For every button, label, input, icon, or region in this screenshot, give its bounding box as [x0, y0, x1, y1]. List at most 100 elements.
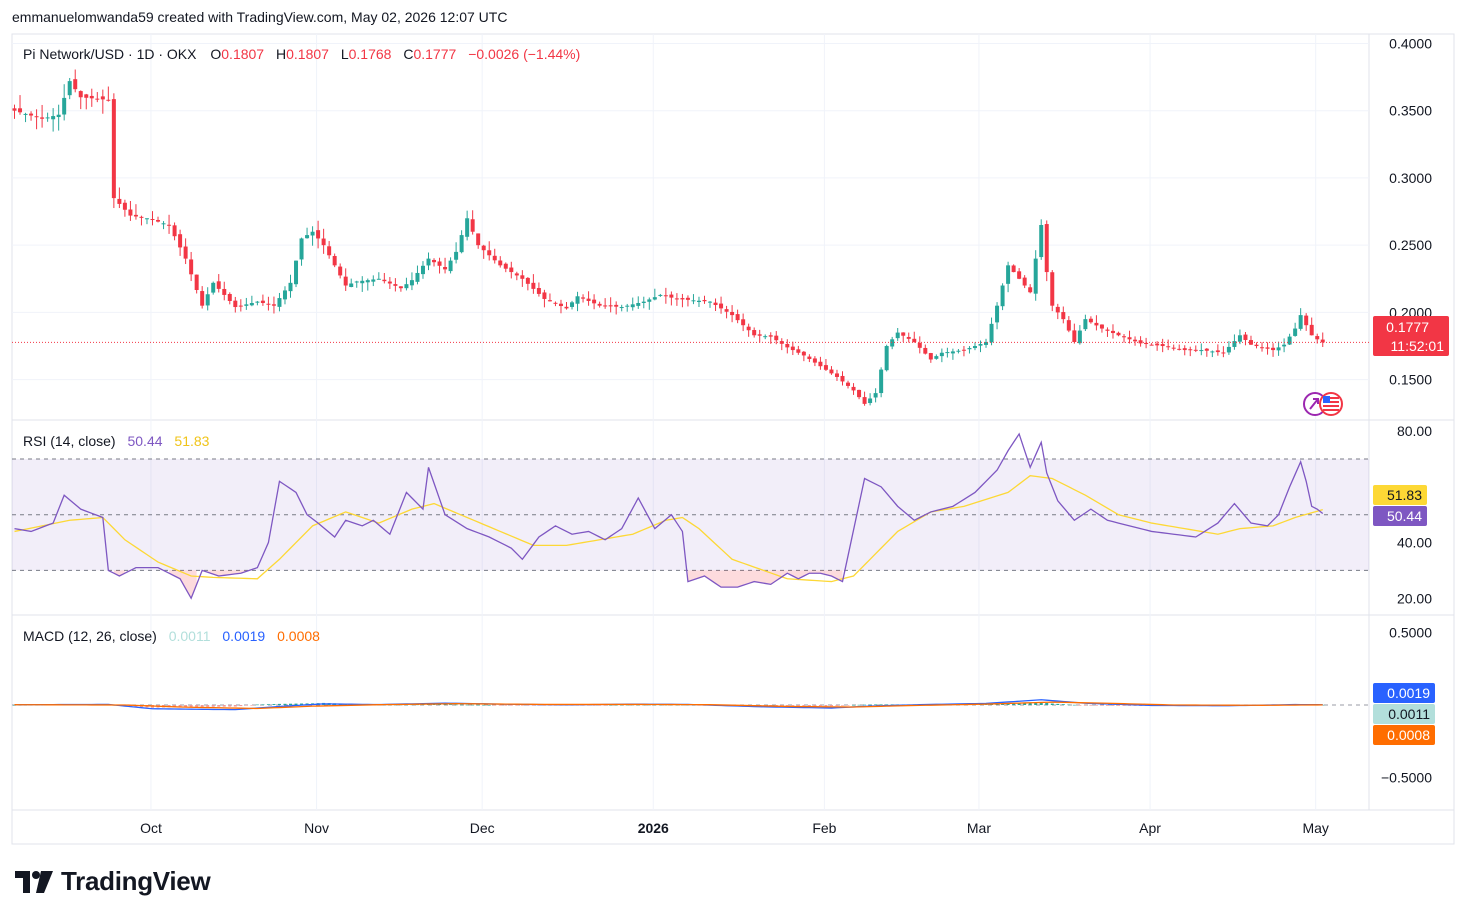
candle-body: [216, 281, 221, 289]
candle-body: [531, 282, 536, 289]
macd-histogram-bar: [471, 704, 475, 706]
candle-body: [1182, 348, 1187, 351]
candle-body: [470, 219, 475, 232]
candle-body: [1320, 339, 1325, 343]
macd-histogram-bar: [1034, 702, 1038, 705]
candle-body: [647, 299, 652, 302]
candle-body: [961, 349, 966, 351]
macd-histogram-bar: [493, 705, 497, 706]
event-icons[interactable]: [1303, 392, 1343, 416]
price-axis[interactable]: 0.40000.35000.30000.25000.20000.150080.0…: [1381, 35, 1432, 785]
candle-body: [365, 280, 370, 283]
candle-body: [680, 298, 685, 300]
candle-body: [1193, 349, 1198, 351]
symbol-legend[interactable]: Pi Network/USD · 1D · OKX O0.1807 H0.180…: [23, 46, 580, 62]
candle-body: [1077, 330, 1082, 344]
candle-body: [78, 91, 83, 98]
candle-body: [89, 95, 94, 99]
tradingview-wordmark: TradingView: [61, 866, 211, 896]
candle-body: [1083, 319, 1088, 330]
macd-histogram-bar: [1072, 704, 1076, 706]
candle-body: [398, 286, 403, 289]
candle-body: [547, 300, 552, 302]
macd-histogram-bar: [874, 704, 878, 706]
candle-body: [1039, 225, 1044, 258]
price-tick-label: 0.4000: [1389, 35, 1432, 51]
candle-body: [1155, 343, 1160, 346]
candle-body: [702, 299, 707, 302]
candle-body: [227, 294, 232, 301]
rsi-legend[interactable]: RSI (14, close) 50.44 51.83: [23, 433, 210, 449]
price-tick-label: 0.3000: [1389, 170, 1432, 186]
tradingview-brand[interactable]: TradingView: [15, 866, 211, 897]
candle-body: [774, 335, 779, 341]
macd-histogram-bar: [1100, 705, 1104, 706]
candle-body: [321, 238, 326, 246]
candle-body: [509, 267, 514, 273]
candle-body: [249, 303, 254, 306]
candle-body: [266, 303, 271, 305]
macd-histogram-bar: [1001, 703, 1005, 705]
candle-body: [1271, 347, 1276, 351]
macd-histogram-bar: [1117, 705, 1120, 706]
candle-body: [1050, 272, 1055, 306]
candle-body: [327, 246, 332, 256]
candle-body: [67, 81, 72, 96]
macd-legend[interactable]: MACD (12, 26, close) 0.0011 0.0019 0.000…: [23, 628, 320, 644]
macd-histogram-bar: [885, 704, 889, 706]
candle-body: [1171, 347, 1176, 349]
macd-histogram-bar: [846, 705, 850, 706]
price-tick-label: 0.2500: [1389, 237, 1432, 253]
candle-body: [1061, 312, 1066, 320]
candle-body: [271, 304, 276, 306]
candle-body: [415, 272, 420, 282]
candle-body: [851, 386, 856, 391]
macd-histogram-bar: [239, 705, 243, 707]
candle-body: [12, 108, 17, 111]
rsi-tag-value: 50.44: [1387, 508, 1422, 524]
candle-body: [255, 301, 260, 303]
candle-body: [586, 298, 591, 301]
candle-body: [95, 98, 100, 100]
macd-histogram-bar: [603, 705, 607, 706]
time-axis[interactable]: Oct Nov Dec 2026 Feb Mar Apr May: [140, 820, 1329, 836]
candle-body: [29, 113, 34, 116]
candle-body: [426, 258, 431, 266]
candle-body: [1094, 322, 1099, 326]
macd-histogram-bar: [1078, 705, 1082, 706]
time-axis-label: Dec: [470, 820, 495, 836]
macd-tick-label: −0.5000: [1381, 770, 1432, 786]
candle-body: [790, 346, 795, 351]
macd-histogram-bar: [460, 704, 464, 706]
candle-body: [432, 259, 437, 263]
candle-body: [1149, 344, 1154, 346]
macd-histogram-bar: [266, 704, 270, 705]
candle-body: [857, 389, 862, 398]
rsi-tick-label: 40.00: [1397, 535, 1432, 551]
candle-body: [652, 297, 657, 300]
candle-body: [1293, 328, 1298, 336]
indicator-legends: Pi Network/USD · 1D · OKX O0.1807 H0.180…: [23, 46, 580, 644]
candle-body: [200, 291, 205, 306]
macd-histogram-bar: [504, 705, 508, 706]
candle-body: [277, 298, 282, 307]
macd-histogram-bar: [1039, 702, 1043, 705]
candle-body: [1204, 348, 1209, 351]
candle-body: [735, 314, 740, 321]
candle-body: [1260, 347, 1265, 349]
chart-frame: [11, 33, 1455, 845]
us-economic-event-icon[interactable]: [1319, 392, 1343, 416]
macd-histogram-bar: [537, 705, 541, 706]
macd-histogram-bar: [857, 704, 861, 706]
macd-histogram-bar: [609, 704, 613, 706]
price-tick-label: 0.1500: [1389, 372, 1432, 388]
candle-body: [487, 250, 492, 256]
candle-body: [614, 304, 619, 307]
macd-histogram-bar: [482, 704, 486, 706]
candle-body: [178, 234, 183, 248]
candle-body: [150, 219, 155, 221]
candle-body: [45, 117, 50, 119]
candle-body: [796, 349, 801, 353]
macd-histogram-bar: [841, 705, 844, 706]
